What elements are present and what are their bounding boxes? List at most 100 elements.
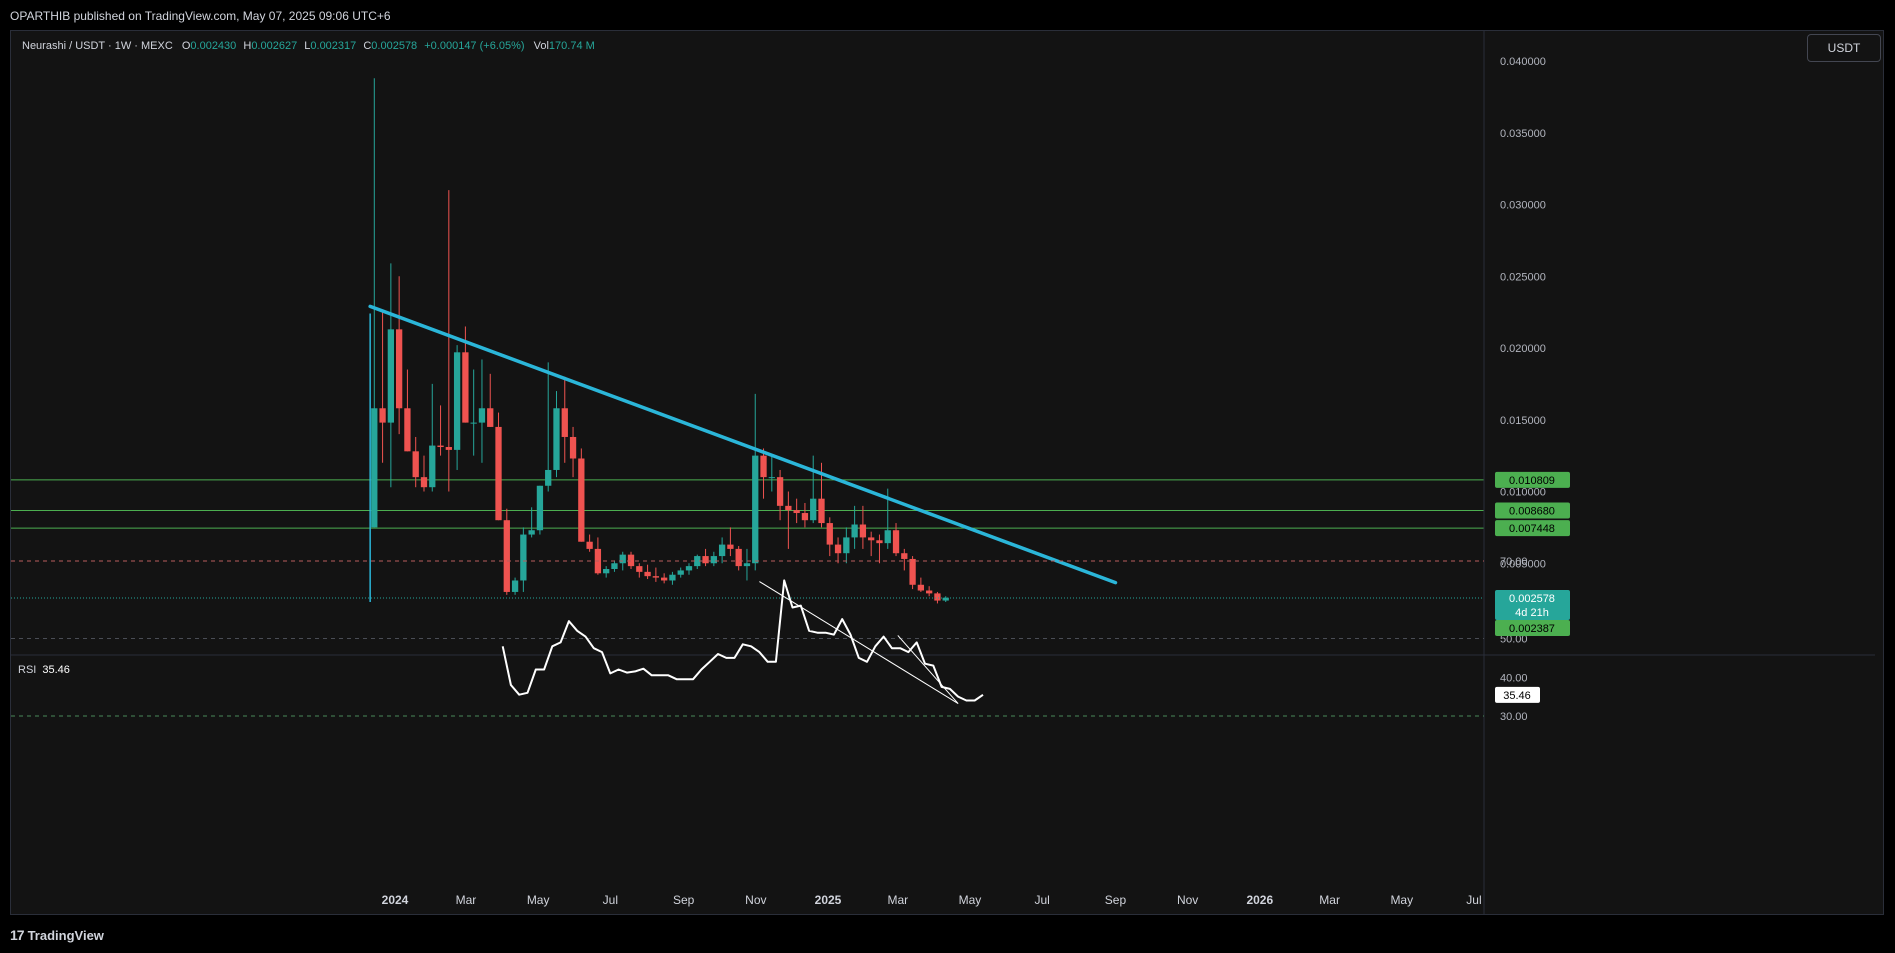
candle-body: [404, 408, 411, 452]
time-tick-label: Nov: [1177, 893, 1198, 907]
candle-body: [429, 445, 436, 488]
candle-body: [511, 580, 519, 592]
candle-body: [520, 534, 527, 581]
candle-body: [503, 520, 510, 592]
rsi-legend: RSI 35.46: [18, 664, 70, 676]
candle-body: [536, 485, 544, 531]
time-tick-label: Jul: [1034, 893, 1049, 907]
candle-body: [644, 571, 651, 577]
candle-body: [917, 584, 925, 591]
candle-body: [495, 426, 502, 521]
level-price-label-bg: [1495, 471, 1570, 488]
rsi-line: [501, 579, 984, 702]
candle-body: [727, 544, 734, 549]
candle-body: [793, 510, 800, 514]
candle-body: [470, 422, 477, 424]
volume-label: Vol: [533, 40, 549, 52]
candle-body: [420, 477, 428, 488]
rsi-series: [501, 579, 984, 702]
candle-body: [603, 568, 610, 574]
horizontal-levels: [11, 479, 1484, 529]
price-tick-label: 0.015000: [1500, 415, 1546, 427]
time-tick-label: Mar: [1319, 893, 1340, 907]
candle-body: [818, 498, 825, 524]
high-label: H: [243, 40, 252, 52]
time-tick-label: 2025: [815, 893, 842, 907]
candlestick-series: [371, 78, 949, 604]
price-trendline[interactable]: [368, 304, 1118, 585]
candle-body: [652, 576, 660, 578]
rsi-tick-label: 70.00: [1500, 556, 1528, 568]
time-tick-label: May: [1390, 893, 1413, 907]
time-tick-label: Mar: [456, 893, 477, 907]
close-label: C: [363, 40, 372, 52]
chart-svg[interactable]: 0.040000 0.035000 0.030000 0.025000 0.020000…: [11, 31, 1885, 916]
low-label: L: [304, 40, 311, 52]
symbol-legend: Neurashi / USDT · 1W · MEXC O0.002430 H 0…: [22, 40, 595, 52]
candle-countdown-label: 4d 21h: [1515, 607, 1549, 619]
candle-body: [677, 570, 684, 575]
candle-body: [685, 566, 693, 571]
level-price-label-bg: [1495, 502, 1570, 519]
candle-body: [843, 537, 850, 554]
candle-body: [909, 558, 916, 585]
candle-body: [445, 447, 452, 450]
low-price-label: 0.002387: [1509, 623, 1555, 635]
price-axis[interactable]: 0.040000 0.035000 0.030000 0.025000 0.020000…: [1500, 56, 1546, 570]
close-value: 0.002578: [371, 40, 418, 52]
time-axis[interactable]: 2024 Mar May Jul Sep Nov 2025 Mar May Jul Sep Nov 20…: [382, 893, 1482, 907]
time-tick-label: May: [959, 893, 982, 907]
candle-body: [453, 352, 461, 450]
symbol-title[interactable]: Neurashi / USDT · 1W · MEXC: [22, 40, 173, 52]
candle-body: [412, 451, 419, 478]
price-tick-label: 0.020000: [1500, 343, 1546, 355]
rsi-tick-label: 30.00: [1500, 711, 1528, 723]
candle-body: [942, 597, 949, 601]
candle-body: [876, 540, 883, 544]
candle-body: [884, 530, 891, 544]
open-label: O: [181, 40, 191, 52]
candle-body: [826, 523, 833, 545]
candle-body: [545, 469, 552, 486]
candle-body: [569, 436, 577, 459]
low-value: 0.002317: [310, 40, 357, 52]
candle-body: [752, 455, 759, 564]
candle-body: [578, 458, 585, 542]
candle-body: [627, 554, 635, 567]
open-value: 0.002430: [190, 40, 237, 52]
candle-body: [702, 556, 709, 564]
price-tick-label: 0.040000: [1500, 56, 1546, 68]
chart-panel[interactable]: 0.040000 0.035000 0.030000 0.025000 0.020000…: [10, 30, 1885, 916]
tradingview-logo[interactable]: 17 TradingView: [10, 927, 104, 943]
rsi-bands: [11, 560, 1484, 717]
price-tick-label: 0.005000: [1500, 558, 1546, 570]
current-price-label-bg: [1495, 590, 1570, 621]
rsi-label[interactable]: RSI: [18, 664, 37, 676]
candle-body: [801, 513, 809, 521]
candle-body: [694, 556, 701, 567]
candle-body: [387, 329, 395, 423]
rsi-current-label-bg: [1495, 686, 1540, 703]
candle-body: [586, 541, 593, 549]
candle-body: [487, 408, 494, 427]
currency-button[interactable]: USDT: [1807, 34, 1881, 62]
candle-body: [462, 352, 469, 423]
time-tick-label: May: [527, 893, 550, 907]
time-tick-label: Jul: [603, 893, 618, 907]
price-axis-labels: 0.010809 0.008680 0.007448 0.002578 4d 21h 0.…: [1495, 471, 1570, 637]
candle-body: [619, 554, 626, 564]
time-tick-label: Mar: [887, 893, 908, 907]
candle-body: [859, 524, 867, 538]
publish-info: OPARTHIB published on TradingView.com, M…: [10, 9, 391, 23]
low-price-label-bg: [1495, 620, 1570, 637]
rsi-value: 35.46: [42, 664, 70, 676]
candle-body: [768, 477, 775, 479]
candle-body: [934, 593, 941, 601]
rsi-trendline: [897, 635, 959, 704]
candle-body: [561, 408, 568, 437]
time-tick-label: Sep: [673, 893, 695, 907]
candle-body: [810, 498, 817, 521]
rsi-trendlines[interactable]: [759, 581, 959, 705]
publish-header: OPARTHIB published on TradingView.com, M…: [0, 0, 1895, 30]
